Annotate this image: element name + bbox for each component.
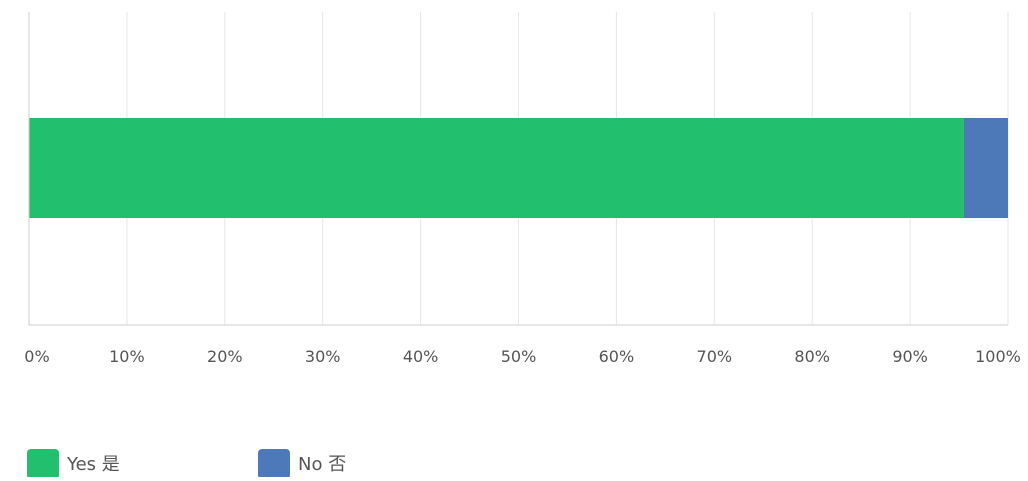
x-tick-label: 10%: [109, 347, 145, 366]
x-tick-label: 100%: [975, 347, 1021, 366]
legend-swatch: [27, 449, 59, 479]
legend: Yes 是 No 否: [27, 449, 346, 479]
x-tick-label: 90%: [892, 347, 928, 366]
legend-label: No 否: [298, 454, 346, 475]
x-tick-label: 50%: [501, 347, 537, 366]
axis-layer: [28, 12, 1008, 326]
legend-label: Yes 是: [66, 454, 120, 475]
legend-swatch: [258, 449, 290, 479]
x-tick-labels: 0% 10% 20% 30% 40% 50% 60% 70% 80% 90% 100%: [24, 347, 1021, 366]
legend-item-no[interactable]: No 否: [258, 449, 346, 479]
bar-layer: [29, 118, 1008, 218]
x-tick-label: 70%: [697, 347, 733, 366]
x-tick-label: 40%: [403, 347, 439, 366]
x-tick-label: 30%: [305, 347, 341, 366]
bar-segment-yes[interactable]: [29, 118, 964, 218]
x-tick-label: 20%: [207, 347, 243, 366]
x-tick-label: 60%: [599, 347, 635, 366]
legend-item-yes[interactable]: Yes 是: [27, 449, 120, 479]
bar-segment-no[interactable]: [963, 118, 1008, 218]
x-tick-label: 0%: [24, 347, 49, 366]
x-tick-label: 80%: [794, 347, 830, 366]
